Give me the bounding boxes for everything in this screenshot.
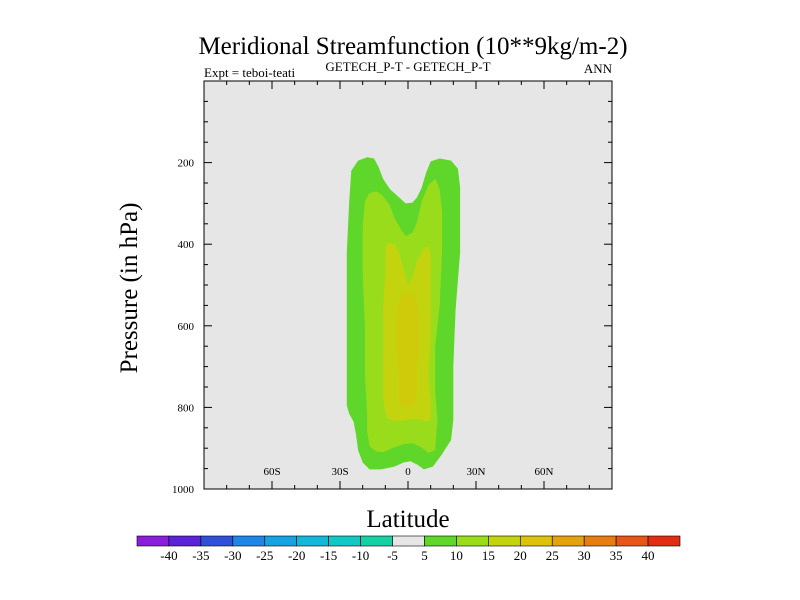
- x-tick-label: 0: [405, 466, 411, 478]
- axes: 200 400 600 800 1000 60S 30S 0 30N 60N: [172, 80, 613, 496]
- colorbar-swatch: [488, 535, 521, 547]
- colorbar-label: 40: [642, 548, 655, 563]
- colorbar-label: 30: [578, 548, 591, 563]
- subtitle-center: GETECH_P-T - GETECH_P-T: [325, 59, 490, 74]
- colorbar-swatch: [392, 535, 425, 547]
- x-tick-label: 60N: [535, 466, 554, 478]
- y-tick-label: 1000: [172, 484, 195, 496]
- x-tick-label: 30N: [467, 466, 486, 478]
- colorbar-swatch: [456, 535, 489, 547]
- colorbar-swatch: [551, 535, 585, 547]
- colorbar-label: 25: [546, 548, 559, 563]
- colorbar-swatch: [519, 535, 553, 547]
- colorbar-swatch: [232, 535, 266, 547]
- colorbar-label: 15: [482, 548, 495, 563]
- y-axis-label: Pressure (in hPa): [116, 203, 143, 374]
- x-tick-label: 30S: [331, 466, 348, 478]
- chart-title: Meridional Streamfunction (10**9kg/m-2): [198, 33, 627, 60]
- contour-region-4: [396, 293, 420, 408]
- colorbar-swatch: [296, 535, 329, 547]
- colorbar-swatch: [168, 535, 202, 547]
- colorbar-label: 10: [450, 548, 463, 563]
- y-tick-label: 600: [178, 321, 195, 333]
- colorbar-label: 20: [514, 548, 527, 563]
- plot-area: [204, 81, 612, 489]
- colorbar-label: -25: [256, 548, 273, 563]
- colorbar: -40 -35 -30 -25 -20 -15 -10 -5 5 10 15 20 25 30 35 40: [136, 535, 681, 563]
- colorbar-label: -30: [224, 548, 241, 563]
- colorbar-label: -5: [387, 548, 398, 563]
- subtitle-right: ANN: [584, 61, 613, 76]
- colorbar-swatch: [647, 535, 681, 547]
- colorbar-label: -35: [192, 548, 209, 563]
- colorbar-label: 35: [610, 548, 623, 563]
- colorbar-label: -40: [160, 548, 177, 563]
- colorbar-swatch: [615, 535, 649, 547]
- x-tick-label: 60S: [263, 466, 280, 478]
- colorbar-swatch: [200, 535, 234, 547]
- colorbar-swatch: [424, 535, 457, 547]
- colorbar-swatch: [136, 535, 170, 547]
- y-tick-label: 400: [178, 239, 195, 251]
- colorbar-label: -10: [352, 548, 369, 563]
- subtitle-left: Expt = teboi-teati: [204, 65, 295, 80]
- colorbar-swatch: [360, 535, 393, 547]
- x-axis-label: Latitude: [366, 506, 449, 533]
- colorbar-swatch: [264, 535, 298, 547]
- colorbar-swatch: [328, 535, 361, 547]
- y-tick-label: 200: [178, 158, 195, 170]
- colorbar-label: -20: [288, 548, 305, 563]
- colorbar-label: 5: [421, 548, 428, 563]
- colorbar-label: -15: [320, 548, 337, 563]
- colorbar-swatch: [583, 535, 617, 547]
- y-tick-label: 800: [178, 402, 195, 414]
